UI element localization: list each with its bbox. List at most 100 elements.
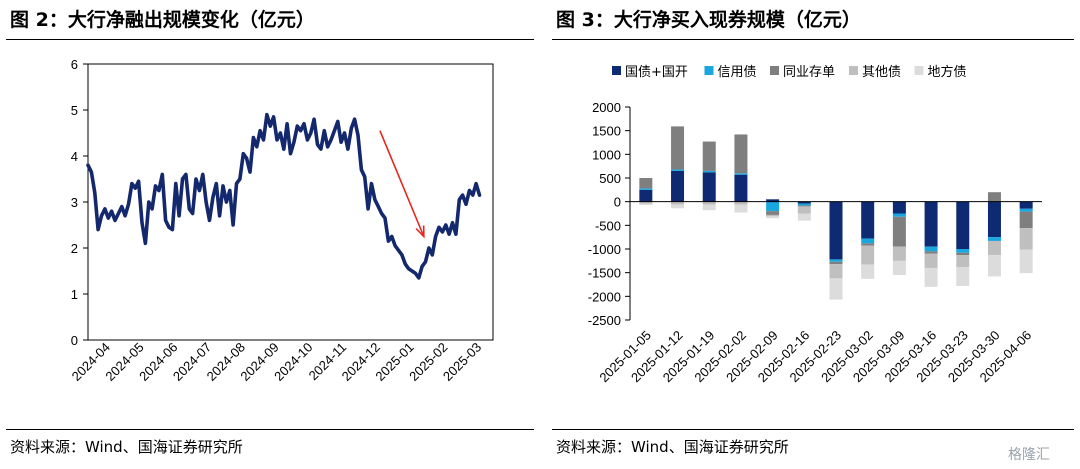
bar-segment — [1019, 228, 1033, 250]
bar-segment — [892, 213, 906, 217]
y-tick-label: -1000 — [588, 242, 621, 257]
bar-segment — [671, 169, 685, 171]
bar-segment — [924, 251, 938, 254]
y-tick-label: 500 — [599, 171, 621, 186]
y-tick-label: 2 — [71, 241, 78, 256]
bar-segment — [766, 211, 780, 215]
stacked-bar-chart: 国债+国开 信用债 同业存单 其他债 地方债 2000 1500 1000 500 0 -500 -1… — [588, 64, 1042, 385]
legend-label: 其他债 — [862, 65, 901, 80]
bar-segment — [702, 172, 716, 202]
left-source-note: 资料来源：Wind、国海证券研究所 — [10, 438, 243, 456]
bar-segment — [924, 201, 938, 247]
left-title-rule — [6, 39, 534, 40]
y-tick-label: -2500 — [588, 313, 621, 328]
bar-segment — [734, 174, 748, 202]
y-tick-label: 3 — [71, 195, 78, 210]
bar-segment — [671, 201, 685, 205]
bar-segment — [702, 204, 716, 211]
bar-segment — [1019, 249, 1033, 274]
bar-segment — [1019, 208, 1033, 212]
y-tick-label: 1 — [71, 287, 78, 302]
left-figure-title: 图 2：大行净融出规模变化（亿元） — [10, 9, 315, 31]
bar-segment — [702, 201, 716, 205]
bar-segment — [734, 134, 748, 174]
y-tick-label: -2000 — [588, 289, 621, 304]
y-tick-label: 5 — [71, 103, 78, 118]
bar-segment — [829, 261, 843, 265]
bar-segment — [797, 213, 811, 221]
bar-segment — [702, 141, 716, 171]
bar-segment — [671, 204, 685, 209]
right-figure: 图 3：大行净买入现券规模（亿元） 国债+国开 信用债 同业存单 其他债 地方债 2000… — [546, 0, 1080, 469]
bar-segment — [956, 252, 970, 256]
legend-label: 同业存单 — [783, 65, 835, 80]
bar-segment — [766, 201, 780, 212]
x-tick-label: 2025-03 — [440, 340, 484, 384]
y-tick-label: 4 — [71, 149, 78, 164]
bar-segment — [861, 238, 875, 244]
bar-segment — [829, 259, 843, 262]
bar-segment — [987, 192, 1001, 202]
bar-segment — [766, 199, 780, 202]
bar-segment — [829, 264, 843, 279]
trend-arrow-head — [415, 225, 425, 239]
legend-label: 地方债 — [928, 64, 967, 80]
line-chart: 01234562024-042024-052024-062024-072024-… — [69, 57, 494, 384]
bar-segment — [766, 214, 780, 217]
legend-swatch — [914, 66, 924, 75]
bar-segment — [639, 203, 653, 205]
bar-segment — [987, 237, 1001, 241]
bar-segment — [671, 126, 685, 170]
bar-segment — [639, 178, 653, 189]
legend-label: 国债+国开 — [625, 65, 688, 80]
bar-segment — [924, 246, 938, 252]
bar-segment — [987, 201, 1001, 238]
bar-segment — [639, 201, 653, 204]
bar-segment — [734, 201, 748, 205]
bar-segment — [734, 173, 748, 175]
left-figure: 图 2：大行净融出规模变化（亿元） 0 1 2 3 4 5 6 2024-04 2024-05 2… — [6, 9, 534, 456]
bar-segment — [797, 203, 811, 206]
bar-segment — [702, 170, 716, 173]
right-source-rule — [552, 429, 1074, 430]
bar-segment — [797, 205, 811, 207]
legend-swatch — [770, 66, 779, 75]
bar-segment — [956, 201, 970, 249]
bar-segment — [766, 216, 780, 219]
left-source-rule — [6, 429, 534, 430]
legend-swatch — [849, 66, 858, 75]
bar-segment — [861, 245, 875, 265]
bar-segment — [892, 201, 906, 214]
y-tick-label: -500 — [595, 218, 621, 233]
legend-label: 信用债 — [718, 65, 757, 80]
watermark-logo: 格隆汇 — [1008, 447, 1050, 463]
bar-segment — [892, 260, 906, 276]
y-tick-label: 6 — [71, 57, 78, 72]
bar-segment — [639, 189, 653, 202]
y-tick-label: 1000 — [592, 147, 621, 162]
bar-segment — [987, 240, 1001, 256]
bar-segment — [924, 267, 938, 287]
y-tick-label: 0 — [614, 195, 621, 210]
bar-segment — [829, 278, 843, 300]
y-tick-label: 2000 — [592, 100, 621, 115]
right-title-rule — [552, 39, 1074, 40]
right-source-note: 资料来源：Wind、国海证券研究所 — [556, 438, 789, 456]
right-figure-title: 图 3：大行净买入现券规模（亿元） — [556, 9, 861, 31]
bar-segment — [956, 249, 970, 253]
bar-segment — [1019, 211, 1033, 229]
bar-segment — [924, 253, 938, 268]
bar-segment — [892, 216, 906, 247]
bar-segment — [956, 266, 970, 286]
bar-segment — [892, 246, 906, 261]
y-tick-label: -1500 — [588, 266, 621, 281]
bar-segment — [734, 204, 748, 213]
series-line — [86, 112, 482, 280]
y-tick-label: 1500 — [592, 124, 621, 139]
bar-segment — [861, 243, 875, 246]
bar-segment — [671, 170, 685, 202]
bar-segment — [639, 188, 653, 190]
bar-segment — [861, 264, 875, 279]
bar-segment — [797, 201, 811, 204]
y-tick-label: 0 — [71, 333, 78, 348]
